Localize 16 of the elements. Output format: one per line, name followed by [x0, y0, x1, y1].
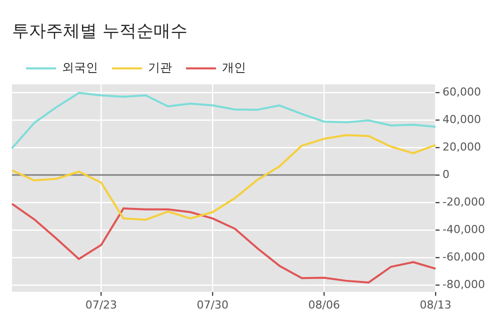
legend-label: 기관 — [148, 60, 172, 75]
y-tick-label: 40,000 — [442, 112, 482, 126]
x-tick-label: 07/30 — [196, 298, 228, 312]
chart-title: 투자주체별 누적순매수 — [12, 22, 188, 42]
y-tick-label: 60,000 — [442, 86, 482, 98]
legend-label: 외국인 — [62, 60, 98, 75]
y-tick-label: 0 — [442, 168, 450, 181]
y-tick-label: -80,000 — [442, 278, 486, 291]
y-tick-label: -40,000 — [442, 222, 486, 236]
x-tick-label: 07/23 — [85, 298, 118, 312]
y-tick-label: -60,000 — [442, 250, 486, 264]
y-tick-label: -20,000 — [442, 195, 486, 208]
legend-label: 개인 — [222, 60, 246, 75]
x-tick-label: 08/06 — [308, 298, 340, 312]
x-tick-label: 08/13 — [420, 298, 452, 312]
y-tick-label: 20,000 — [442, 140, 482, 154]
